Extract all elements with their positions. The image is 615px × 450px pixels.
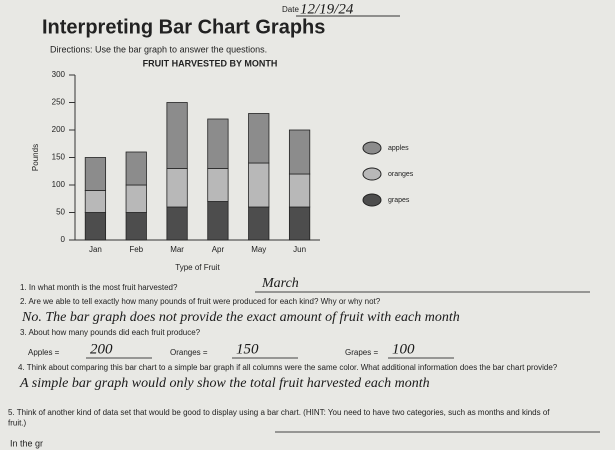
answer: March: [261, 276, 299, 291]
answer: No. The bar graph does not provide the e…: [21, 310, 460, 325]
bar-segment: [207, 201, 229, 241]
answer-label: Apples =: [28, 348, 60, 357]
legend-label: apples: [388, 145, 409, 152]
date-label: Date: [282, 5, 299, 14]
legend-label: oranges: [388, 171, 414, 178]
x-tick-label: May: [251, 245, 266, 254]
x-tick-label: Jun: [293, 245, 306, 254]
answer: In the gr: [10, 438, 43, 448]
question: 4. Think about comparing this bar chart …: [18, 363, 558, 372]
chart-title: FRUIT HARVESTED BY MONTH: [143, 58, 278, 68]
legend-swatch: [362, 193, 382, 207]
question: 2. Are we able to tell exactly how many …: [20, 297, 381, 306]
bar-segment: [84, 157, 107, 191]
y-tick-label: 100: [52, 180, 66, 189]
bar-segment: [125, 151, 147, 186]
bar-segment: [166, 168, 188, 208]
title: Interpreting Bar Chart Graphs: [42, 16, 325, 38]
bar-segment: [166, 102, 188, 169]
legend-swatch: [362, 167, 382, 181]
answer: 150: [236, 341, 259, 357]
y-axis-label: Pounds: [31, 144, 40, 171]
bar-segment: [248, 206, 270, 241]
bar-segment: [207, 118, 229, 169]
y-tick-label: 200: [52, 125, 66, 134]
bar-segment: [288, 129, 311, 175]
bar-segment: [248, 162, 270, 208]
answer: A simple bar graph would only show the t…: [19, 376, 430, 391]
questions: 1. In what month is the most fruit harve…: [8, 276, 600, 448]
answer: 200: [90, 341, 113, 357]
x-tick-label: Feb: [129, 245, 143, 254]
bar-segment: [125, 184, 147, 213]
question: 5. Think of another kind of data set tha…: [8, 408, 550, 427]
bar-segment: [166, 206, 188, 241]
answer: 100: [392, 341, 415, 357]
bar-segment: [288, 206, 311, 241]
bar-segment: [288, 173, 311, 208]
answer-label: Grapes =: [345, 348, 378, 357]
x-axis-label: Type of Fruit: [175, 263, 220, 272]
y-tick-label: 300: [52, 70, 66, 79]
y-tick-label: 250: [52, 98, 66, 107]
y-tick-label: 150: [52, 153, 66, 162]
chart: FRUIT HARVESTED BY MONTH Pounds Type of Fr…: [31, 58, 414, 272]
bar-segment: [207, 168, 229, 202]
x-tick-label: Apr: [212, 245, 225, 254]
y-tick-label: 0: [61, 235, 66, 244]
question: 1. In what month is the most fruit harve…: [20, 283, 178, 292]
legend-label: grapes: [388, 197, 410, 204]
directions: Directions: Use the bar graph to answer …: [50, 44, 267, 54]
question: 3. About how many pounds did each fruit …: [20, 328, 201, 337]
bar-segment: [248, 113, 270, 164]
bar-segment: [84, 190, 107, 213]
answer-label: Oranges =: [170, 348, 208, 357]
bar-segment: [84, 212, 107, 241]
y-tick-label: 50: [56, 208, 65, 217]
bar-segment: [125, 212, 147, 241]
x-tick-label: Jan: [89, 245, 102, 254]
x-tick-label: Mar: [170, 245, 184, 254]
date: 12/19/24: [300, 1, 354, 17]
legend-swatch: [362, 141, 382, 155]
